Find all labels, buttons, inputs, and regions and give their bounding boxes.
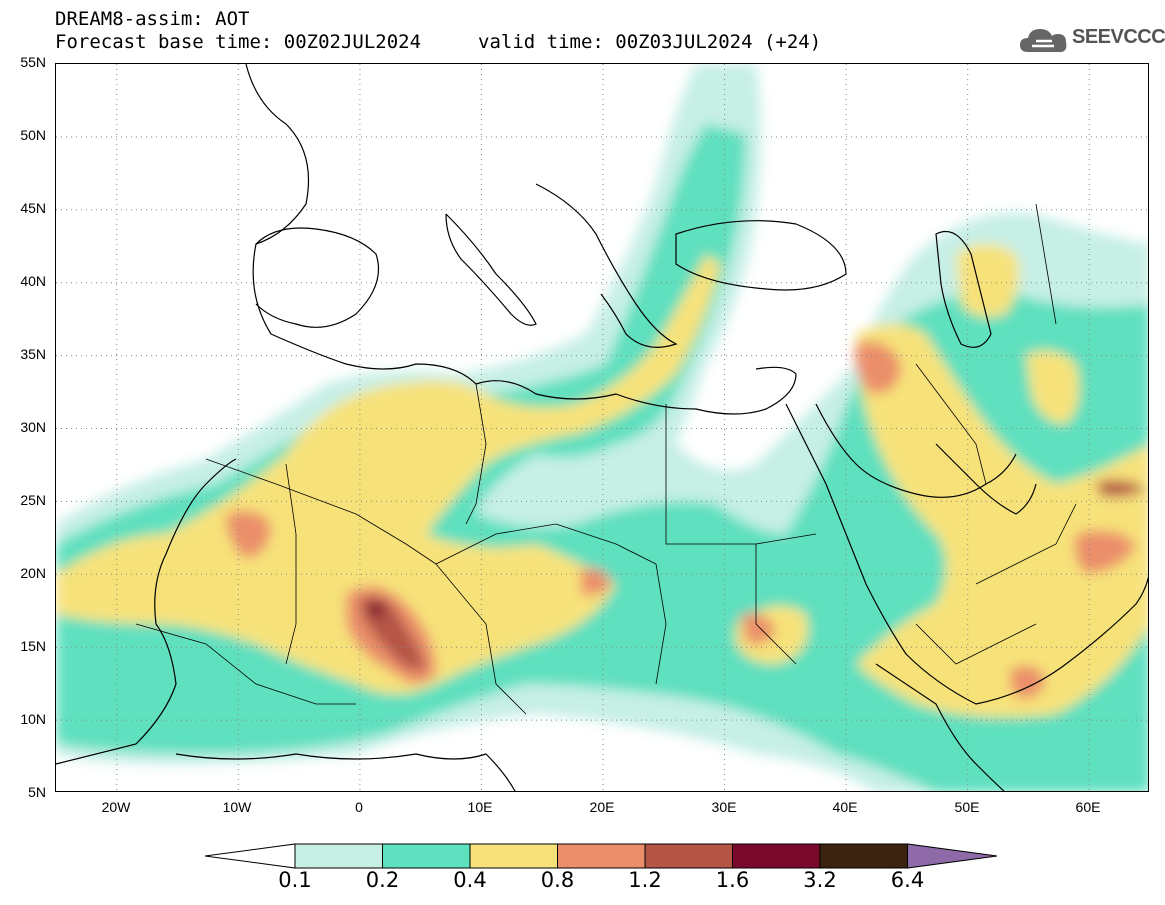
colorbar-segment-1	[294, 843, 383, 869]
colorbar-label-6.4: 6.4	[890, 868, 925, 892]
aot-band-0.8-sudan	[741, 613, 776, 645]
lon-tick-60e: 60E	[1075, 799, 1101, 815]
valid-time: valid time: 00Z03JUL2024 (+24)	[478, 31, 822, 53]
colorbar	[205, 843, 998, 869]
colorbar-label-1.2: 1.2	[628, 868, 662, 892]
colorbar-over-arrow	[907, 843, 998, 869]
lat-tick-40n: 40N	[20, 273, 46, 289]
lon-tick-10w: 10W	[222, 799, 252, 815]
lat-tick-35n: 35N	[20, 346, 46, 362]
lon-tick-50e: 50E	[954, 799, 980, 815]
lat-tick-20n: 20N	[20, 565, 46, 581]
colorbar-segment-3	[469, 843, 558, 869]
colorbar-label-0.1: 0.1	[278, 868, 312, 892]
aot-band-1.2-arabia	[1096, 480, 1146, 497]
lat-tick-5n: 5N	[28, 784, 46, 800]
aot-band-0.8-arabia	[1074, 530, 1136, 574]
aot-band-1.6	[368, 601, 386, 617]
lat-tick-10n: 10N	[20, 711, 46, 727]
aot-band-0.4-iran	[1026, 350, 1080, 424]
lon-tick-20e: 20E	[589, 799, 615, 815]
lat-tick-15n: 15N	[20, 638, 46, 654]
aot-band-0.4-east	[856, 324, 1148, 718]
seevccc-logo: SEEVCCC	[1018, 22, 1165, 58]
lon-tick-0: 0	[355, 799, 363, 815]
aot-band-0.8-iraq	[855, 341, 901, 394]
colorbar-segment-5	[644, 843, 733, 869]
lat-tick-25n: 25N	[20, 492, 46, 508]
aot-band-0.4-caspian	[956, 244, 1020, 318]
colorbar-label-0.8: 0.8	[540, 868, 575, 892]
aot-band-0.8-west	[226, 510, 271, 559]
colorbar-segment-7	[819, 843, 908, 869]
aot-map	[55, 63, 1149, 792]
colorbar-label-1.6: 1.6	[715, 868, 750, 892]
lon-tick-10e: 10E	[467, 799, 493, 815]
logo-text: SEEVCCC	[1072, 26, 1165, 48]
lat-tick-45n: 45N	[20, 200, 46, 216]
lon-tick-30e: 30E	[711, 799, 737, 815]
lon-tick-20w: 20W	[101, 799, 131, 815]
lat-tick-30n: 30N	[20, 419, 46, 435]
lat-tick-50n: 50N	[20, 127, 46, 143]
colorbar-segment-4	[557, 843, 646, 869]
aot-band-0.4	[56, 254, 721, 694]
map-title: DREAM8-assim: AOT	[55, 8, 250, 30]
coastlines	[56, 64, 1148, 791]
lat-tick-55n: 55N	[20, 54, 46, 70]
colorbar-segment-2	[382, 843, 471, 869]
lon-tick-40e: 40E	[832, 799, 858, 815]
colorbar-label-0.4: 0.4	[453, 868, 487, 892]
colorbar-under-arrow	[205, 843, 296, 869]
borders	[135, 203, 1077, 715]
colorbar-label-3.2: 3.2	[803, 868, 837, 892]
forecast-base-time: Forecast base time: 00Z02JUL2024	[55, 31, 422, 53]
colorbar-label-0.2: 0.2	[365, 868, 400, 892]
colorbar-segment-6	[732, 843, 821, 869]
cloud-icon	[1020, 29, 1067, 52]
